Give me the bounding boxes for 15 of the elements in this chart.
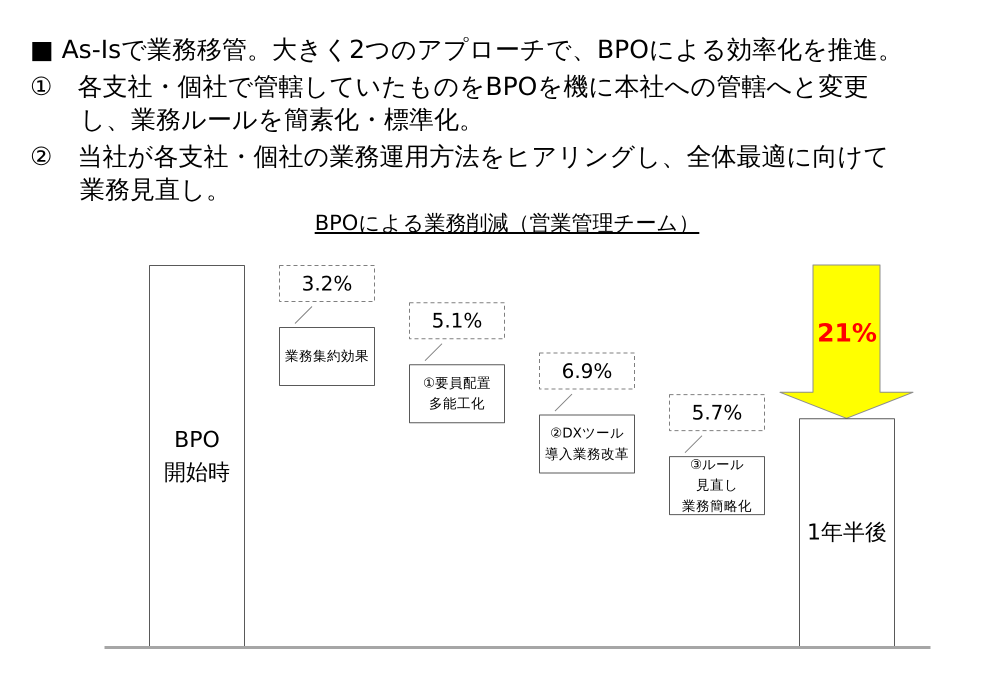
category-label: ①要員配置多能工化 xyxy=(422,375,492,412)
category-label: 1年半後 xyxy=(807,520,887,546)
data-label: 5.1% xyxy=(432,308,482,333)
text: ① 各支社・個社で管轄していたものをBPOを機に本社への管轄へと変更し、業務ルールを簡素化・標準化。 xyxy=(30,71,870,136)
category-label: ③ルール見直し業務簡略化 xyxy=(682,456,752,514)
data-label: 5.7% xyxy=(692,400,742,425)
text: ■ As-Isで業務移管。大きく2つのアプローチで、BPOによる効率化を推進。 xyxy=(30,34,904,66)
data-label: 21% xyxy=(817,318,877,348)
data-label: 3.2% xyxy=(302,271,352,296)
data-label: 6.9% xyxy=(562,359,612,384)
category-label: BPO開始時 xyxy=(164,428,230,486)
text: BPOによる業務削減（営業管理チーム） xyxy=(314,211,700,235)
text: ② 当社が各支社・個社の業務運用方法をヒアリングし、全体最適に向けて業務見直し。 xyxy=(30,141,890,206)
category-label: ②DXツール導入業務改革 xyxy=(545,426,629,462)
category-label: 業務集約効果 xyxy=(285,348,369,364)
